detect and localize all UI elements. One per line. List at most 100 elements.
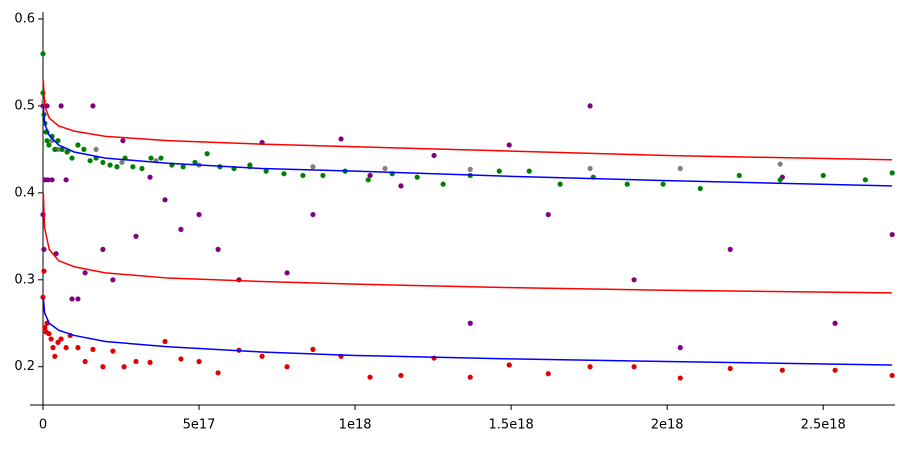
- point: [52, 353, 58, 359]
- point: [119, 159, 125, 166]
- point: [147, 174, 153, 180]
- point: [677, 345, 683, 351]
- point: [440, 181, 446, 187]
- point: [310, 211, 316, 218]
- x-tick-label: 5e17: [183, 418, 216, 433]
- curve: [42, 297, 892, 366]
- point: [496, 168, 502, 174]
- point: [587, 103, 593, 109]
- point: [82, 358, 88, 365]
- point: [889, 231, 895, 238]
- point: [832, 367, 838, 373]
- point: [41, 246, 47, 252]
- point: [431, 152, 437, 159]
- point: [215, 246, 221, 252]
- point: [398, 372, 404, 379]
- point: [45, 177, 51, 183]
- point: [467, 166, 473, 172]
- point: [162, 338, 168, 345]
- point: [147, 359, 153, 365]
- point: [178, 356, 184, 362]
- point: [777, 161, 783, 167]
- point: [133, 358, 139, 365]
- point: [87, 158, 93, 164]
- point: [204, 151, 210, 157]
- point: [365, 177, 371, 183]
- point: [587, 364, 593, 370]
- point: [75, 345, 81, 351]
- point: [677, 375, 683, 381]
- point: [300, 172, 306, 179]
- point: [59, 146, 65, 152]
- point: [506, 362, 512, 368]
- x-tick-label: 0: [39, 418, 47, 433]
- point: [820, 172, 826, 179]
- point: [41, 268, 47, 274]
- point: [889, 170, 895, 176]
- point: [110, 348, 116, 354]
- point: [40, 51, 46, 57]
- y-tick-label: 0.3: [14, 272, 35, 287]
- point: [120, 138, 126, 144]
- point: [382, 165, 388, 172]
- curve: [42, 105, 892, 187]
- point: [69, 155, 75, 161]
- point: [180, 164, 186, 170]
- point: [114, 164, 120, 170]
- point: [281, 171, 287, 177]
- point: [121, 364, 127, 370]
- point: [44, 138, 50, 144]
- point: [100, 159, 106, 166]
- point: [779, 367, 785, 373]
- point: [236, 277, 242, 283]
- curve: [42, 79, 892, 161]
- point: [63, 345, 69, 351]
- point: [69, 296, 75, 302]
- point: [310, 346, 316, 352]
- point: [148, 155, 154, 161]
- point: [90, 103, 96, 109]
- point: [75, 296, 81, 302]
- point: [431, 355, 437, 361]
- point: [414, 174, 420, 180]
- point: [215, 370, 221, 376]
- point: [75, 142, 81, 148]
- y-tick-label: 0.5: [14, 98, 35, 113]
- point: [133, 233, 139, 239]
- point: [49, 177, 55, 183]
- point: [100, 364, 106, 370]
- y-tick-label: 0.2: [14, 359, 35, 374]
- x-tick-label: 1e18: [339, 418, 372, 433]
- point: [196, 358, 202, 365]
- point: [40, 90, 46, 96]
- point: [247, 162, 253, 168]
- point: [320, 172, 326, 179]
- point: [100, 246, 106, 252]
- point: [660, 181, 666, 187]
- point: [158, 155, 164, 161]
- point: [196, 211, 202, 218]
- point: [55, 138, 61, 144]
- point: [46, 331, 52, 337]
- point: [81, 146, 87, 152]
- point: [48, 336, 54, 342]
- point: [310, 164, 316, 170]
- point: [64, 149, 70, 155]
- point: [50, 345, 56, 351]
- point: [557, 181, 563, 187]
- point: [55, 339, 61, 345]
- point: [467, 320, 473, 326]
- point: [832, 320, 838, 326]
- point: [259, 353, 265, 359]
- point: [545, 211, 551, 218]
- point: [736, 172, 742, 179]
- x-tick-label: 2e18: [651, 418, 684, 433]
- point: [545, 371, 551, 377]
- point: [93, 146, 99, 152]
- point: [46, 142, 52, 148]
- point: [631, 277, 637, 283]
- x-tick-label: 2.5e18: [801, 418, 846, 433]
- point: [58, 103, 64, 109]
- point: [139, 165, 145, 172]
